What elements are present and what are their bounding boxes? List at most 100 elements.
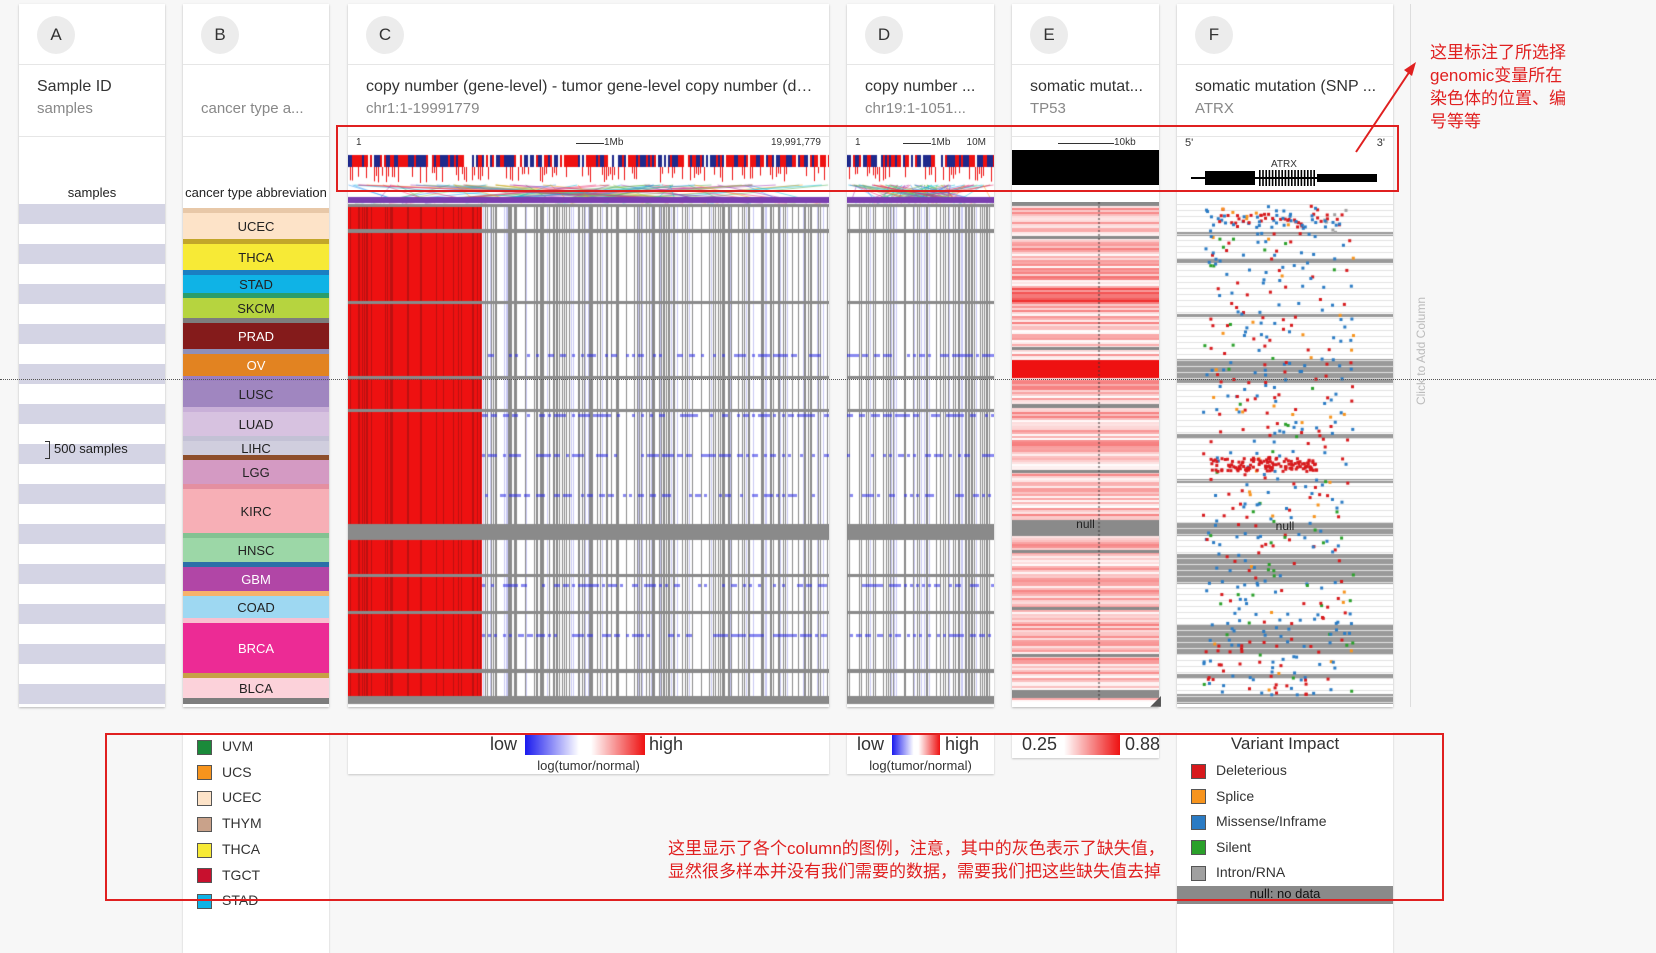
sample-stripe: [19, 524, 165, 544]
column-e-title[interactable]: somatic mutat...: [1030, 78, 1143, 95]
column-a-badge[interactable]: A: [37, 16, 75, 54]
cancer-band-label: THCA: [238, 249, 274, 265]
copy-number-heatmap[interactable]: [348, 147, 829, 707]
copy-number-heatmap[interactable]: [847, 147, 994, 707]
column-c-badge[interactable]: C: [366, 16, 404, 54]
sample-stripe: [19, 204, 165, 224]
divider: [183, 136, 329, 137]
cancer-band[interactable]: LUAD: [183, 412, 329, 436]
gene-body: [1012, 150, 1159, 185]
sample-stripe: [19, 564, 165, 584]
cancer-band[interactable]: GBM: [183, 567, 329, 591]
column-e-badge[interactable]: E: [1030, 16, 1068, 54]
legend-item: STAD: [197, 890, 258, 910]
cancer-band-label: BLCA: [239, 680, 273, 696]
cancer-band[interactable]: COAD: [183, 596, 329, 618]
cancer-band[interactable]: UCEC: [183, 213, 329, 239]
cancer-band-label: KIRC: [240, 503, 272, 519]
samples-axis-label: samples: [67, 185, 117, 200]
five-prime: 5': [1185, 137, 1194, 149]
legend-label: UCEC: [222, 789, 262, 806]
cancer-band-separator: [183, 455, 329, 460]
sample-stripe: [19, 584, 165, 604]
column-f-header[interactable]: F: [1177, 4, 1393, 65]
legend-label: Intron/RNA: [1216, 864, 1286, 880]
position-end: 10M: [966, 137, 986, 148]
legend-item: THYM: [197, 813, 262, 833]
legend-swatch: [197, 739, 212, 755]
cancer-band-label: LUSC: [238, 386, 274, 402]
cancer-band-separator: [183, 562, 329, 567]
column-c-header[interactable]: C: [348, 4, 829, 65]
column-b-badge[interactable]: B: [201, 16, 239, 54]
annotation-text-bottom: 这里显示了各个column的图例，注意，其中的灰色表示了缺失值，显然很多样本并没…: [668, 839, 1165, 881]
legend-b: UVM UCS UCEC THYM THCA TGCT STAD: [183, 732, 329, 953]
column-b: B cancer type a... cancer type abbreviat…: [183, 4, 329, 707]
column-d-header[interactable]: D: [847, 4, 994, 65]
cancer-band[interactable]: HNSC: [183, 538, 329, 562]
cancer-band[interactable]: PRAD: [183, 323, 329, 349]
column-a-header[interactable]: A: [19, 4, 165, 65]
sample-stripes[interactable]: [19, 204, 165, 704]
legend-label: STAD: [222, 892, 259, 909]
add-column-strip[interactable]: Click to Add Column: [1410, 4, 1431, 707]
cancer-band[interactable]: STAD: [183, 275, 329, 293]
sample-stripe: [19, 384, 165, 404]
gene-model: [1191, 170, 1377, 186]
cancer-band[interactable]: LIHC: [183, 441, 329, 456]
legend-item: Intron/RNA: [1191, 862, 1285, 882]
column-f-badge[interactable]: F: [1195, 16, 1233, 54]
legend-item: Missense/Inframe: [1191, 811, 1326, 831]
legend-swatch: [197, 816, 212, 832]
column-b-header[interactable]: B: [183, 4, 329, 65]
cancer-band-separator: [183, 698, 329, 704]
divider: [19, 136, 165, 137]
column-d-title[interactable]: copy number ...: [865, 78, 976, 95]
resize-handle-icon[interactable]: ◢: [1150, 692, 1161, 708]
sample-stripe: [19, 344, 165, 364]
sample-stripe: [19, 544, 165, 564]
cancer-band[interactable]: LGG: [183, 460, 329, 484]
sample-stripe: [19, 224, 165, 244]
legend-caption: log(tumor/normal): [869, 758, 972, 773]
three-prime: 3': [1376, 137, 1385, 149]
position-start: 1: [855, 137, 861, 148]
column-a-title[interactable]: Sample ID: [37, 78, 112, 95]
sample-stripe: [19, 284, 165, 304]
cancer-band-separator: [183, 293, 329, 298]
cancer-band[interactable]: LUSC: [183, 381, 329, 407]
column-c-title[interactable]: copy number (gene-level) - tumor gene-le…: [366, 78, 819, 95]
legend-item: Splice: [1191, 786, 1254, 806]
cancer-band[interactable]: BLCA: [183, 678, 329, 698]
mutation-dot-plot[interactable]: [1177, 204, 1393, 704]
cancer-band-label: LUAD: [238, 416, 274, 432]
legend-item: Silent: [1191, 837, 1251, 857]
scale-bar: [576, 143, 604, 144]
legend-d: low high log(tumor/normal): [847, 732, 994, 774]
cancer-band-separator: [183, 239, 329, 244]
column-a-subtitle: samples: [37, 100, 93, 117]
null-label: null: [1076, 517, 1095, 531]
vaf-heatmap[interactable]: [1012, 202, 1159, 702]
column-e-header[interactable]: E: [1012, 4, 1159, 65]
cancer-band[interactable]: THCA: [183, 244, 329, 270]
sample-stripe: [19, 484, 165, 504]
legend-gradient: [892, 735, 940, 755]
legend-item: UCEC: [197, 787, 262, 807]
add-column-label[interactable]: Click to Add Column: [1414, 296, 1428, 406]
cancer-type-bands[interactable]: UCEC THCA STAD SKCM PRAD OV LUSC LUAD LIHC LGG KIR…: [183, 204, 329, 704]
cancer-band-label: SKCM: [237, 300, 275, 316]
legend-high: high: [945, 734, 980, 754]
cancer-band[interactable]: OV: [183, 354, 329, 376]
column-f: F somatic mutation (SNP ... ATRX 5' 3' A…: [1177, 4, 1393, 707]
legend-item: UCS: [197, 762, 252, 782]
column-d-badge[interactable]: D: [865, 16, 903, 54]
cancer-band[interactable]: KIRC: [183, 489, 329, 533]
cancer-band-label: COAD: [237, 599, 275, 615]
cancer-type-axis-label: cancer type abbreviation: [185, 185, 327, 200]
legend-swatch: [197, 791, 212, 807]
scale-label: 1Mb: [604, 137, 624, 148]
cancer-band[interactable]: SKCM: [183, 298, 329, 318]
cancer-band-label: BRCA: [237, 640, 275, 656]
cancer-band[interactable]: BRCA: [183, 623, 329, 673]
